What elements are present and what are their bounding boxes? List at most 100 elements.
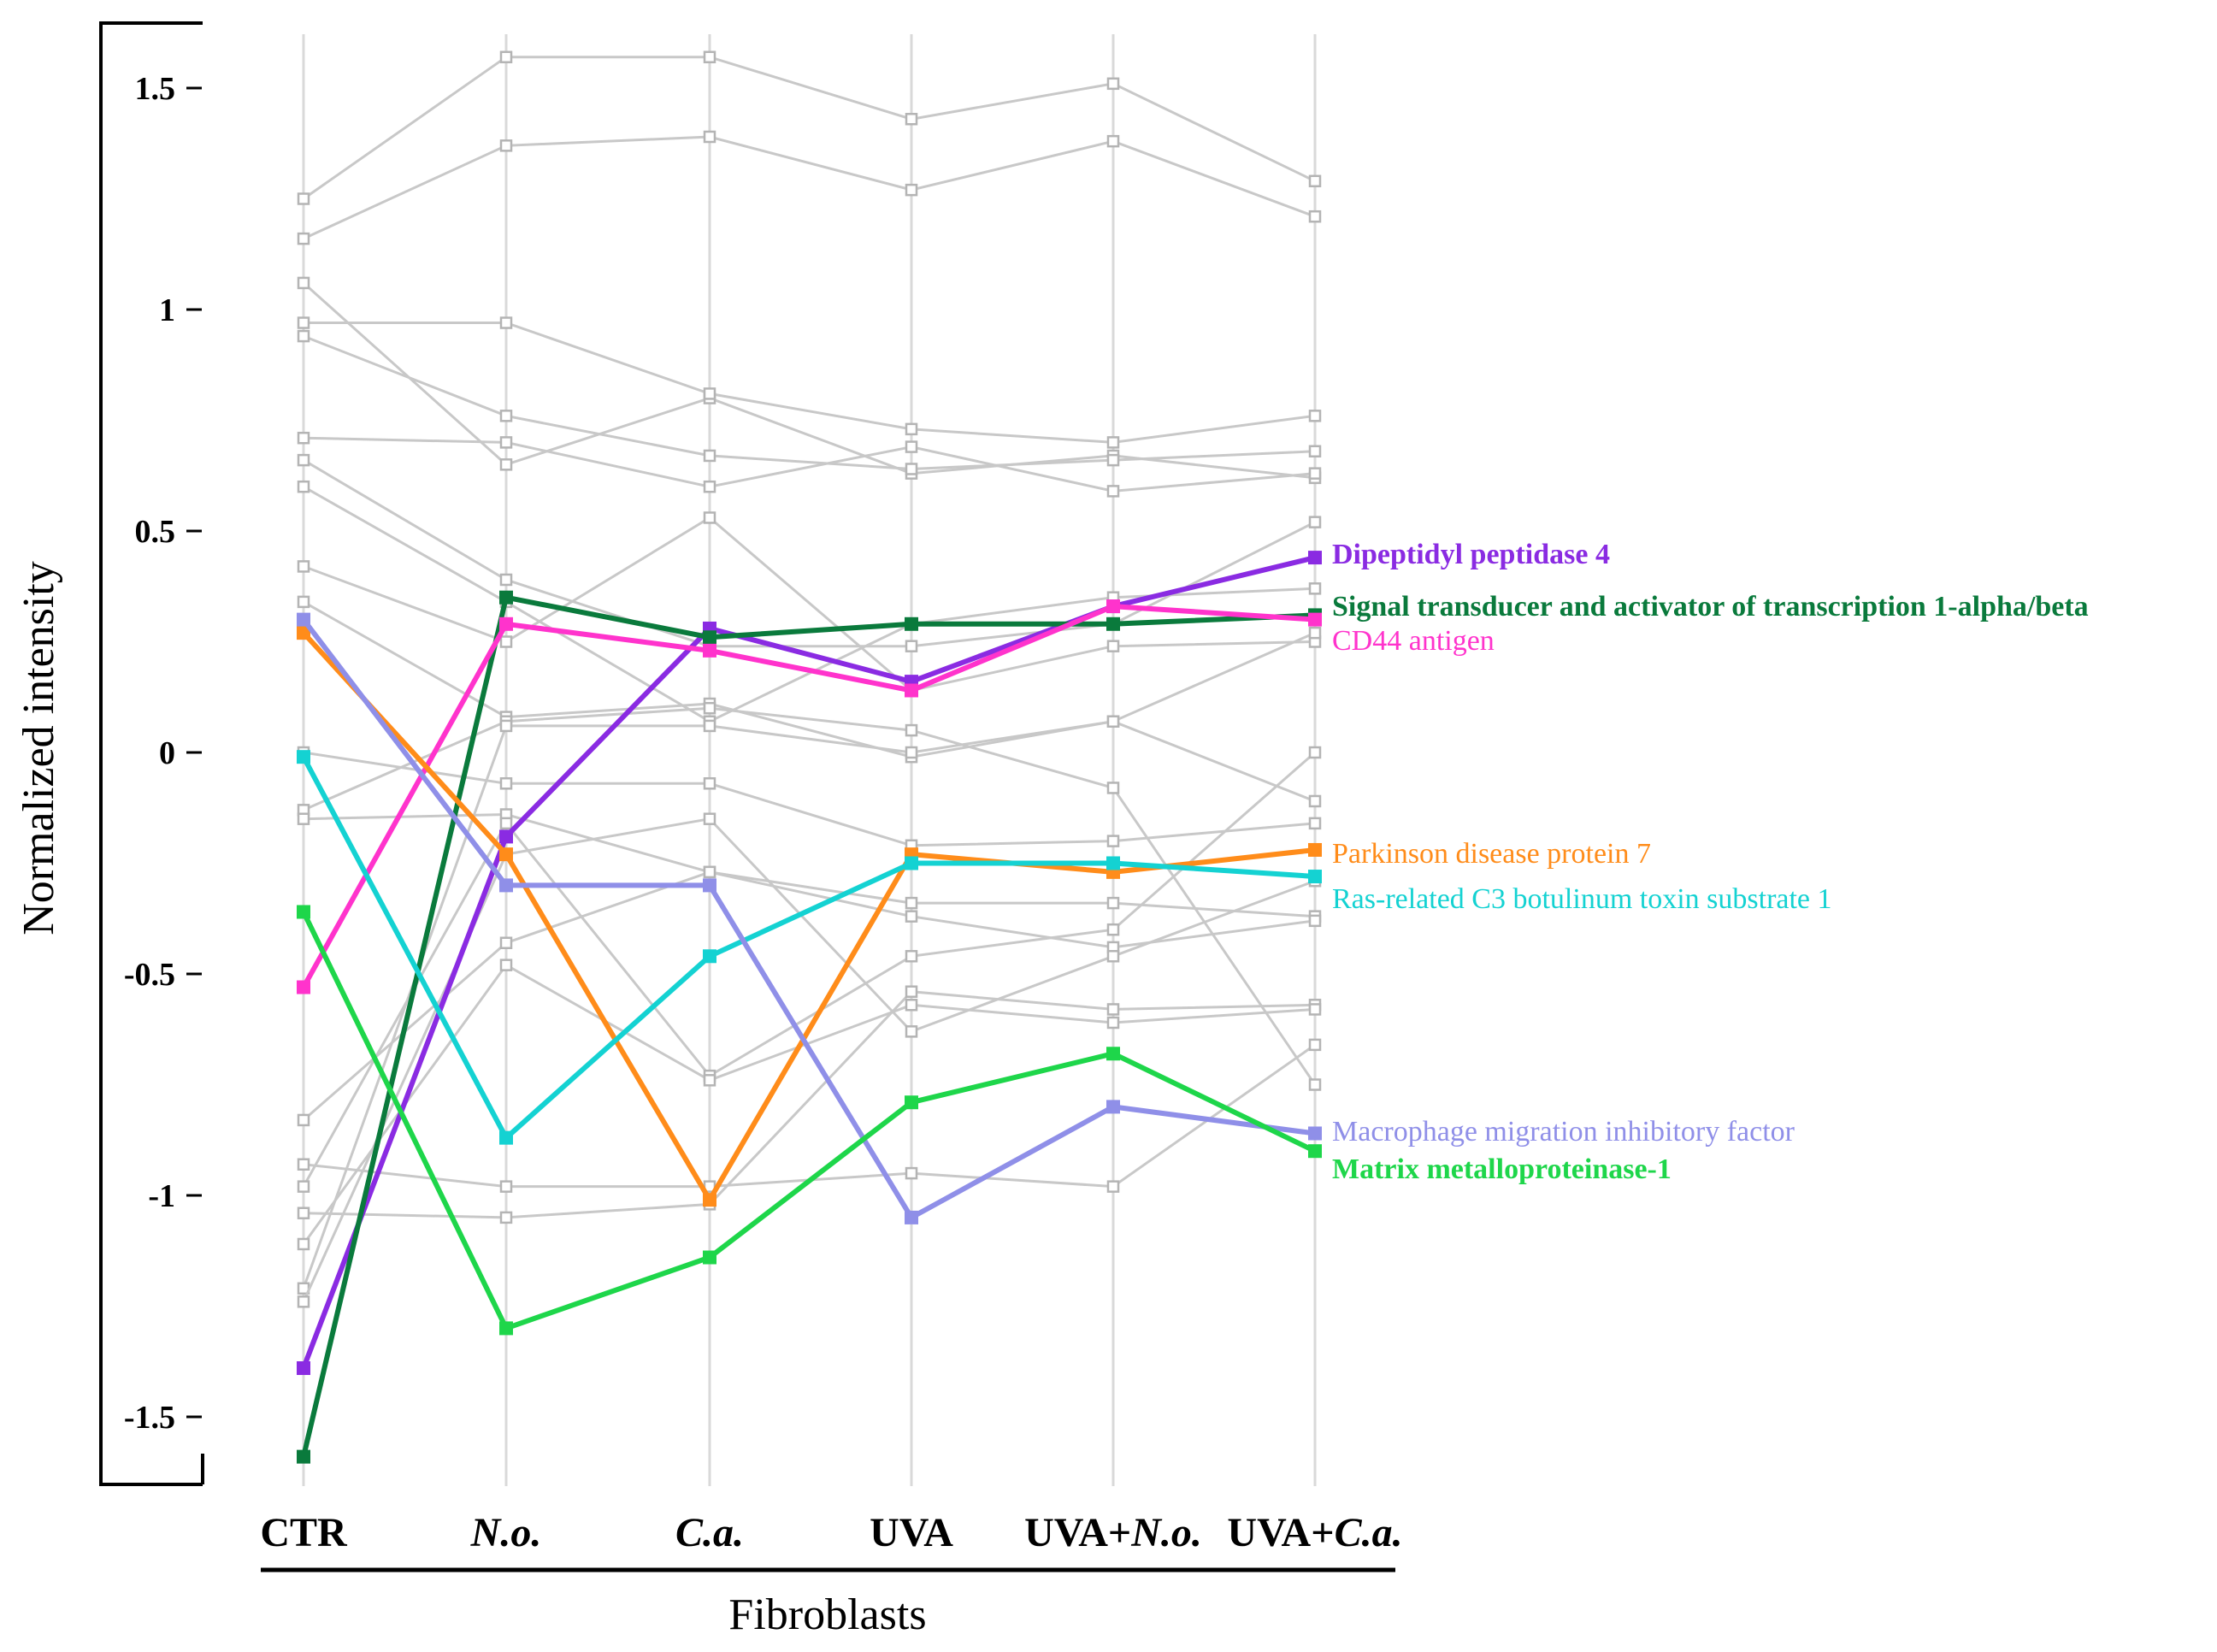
background-series-line [303, 334, 1316, 471]
background-data-point [905, 746, 918, 759]
background-data-point [297, 192, 310, 205]
x-tick-label: CTR [260, 1510, 348, 1555]
series-line [301, 604, 1316, 988]
background-data-point [905, 999, 918, 1012]
background-data-point [499, 936, 513, 949]
series-data-point [1308, 612, 1322, 627]
background-data-point [905, 950, 918, 963]
series-data-point [499, 847, 513, 862]
series-data-point [1106, 1047, 1120, 1061]
background-data-point [1106, 485, 1120, 498]
series-data-point [297, 1361, 310, 1376]
highlighted-series [297, 551, 1322, 1464]
x-tick-label: N.o. [470, 1510, 542, 1555]
series-line [301, 755, 1316, 1141]
background-data-point [499, 817, 513, 830]
x-axis: CTR N.o. C.a. UVA UVA+N.o. UVA+C.a. [260, 1510, 1403, 1572]
background-data-point [905, 463, 918, 475]
background-data-point [1308, 174, 1322, 188]
y-tick-label: 0 [159, 735, 175, 771]
background-data-point [703, 130, 716, 144]
background-data-point [1308, 914, 1322, 928]
series-data-point [499, 590, 513, 605]
x-tick-label: UVA+N.o. [1024, 1510, 1202, 1555]
background-data-point [1106, 1016, 1120, 1030]
background-data-point [905, 910, 918, 923]
background-data-point [1106, 950, 1120, 963]
series-line [301, 911, 1317, 1331]
background-data-point [1106, 835, 1120, 847]
series-data-point [297, 612, 310, 627]
background-series-line [302, 281, 1316, 480]
background-data-point [905, 183, 918, 197]
series-data-point [297, 905, 310, 919]
background-data-point [499, 50, 513, 63]
series-data-point [297, 1449, 310, 1464]
background-data-point [703, 719, 716, 733]
series-data-point [1106, 856, 1120, 870]
legend: Dipeptidyl peptidase 4 Signal transducer … [1332, 539, 2089, 1185]
background-data-point [297, 1113, 310, 1127]
background-data-point [905, 640, 918, 652]
series-data-point [297, 626, 310, 640]
x-tick-label: UVA [870, 1510, 953, 1555]
y-axis-label: Normalized intensity [15, 561, 63, 935]
background-data-point [1308, 626, 1322, 640]
series-data-point [1308, 1126, 1322, 1141]
background-data-point [1106, 453, 1120, 467]
background-data-point [703, 480, 716, 493]
background-data-point [703, 777, 716, 790]
series-line [301, 594, 1316, 1458]
background-data-point [297, 560, 310, 573]
background-data-point [499, 139, 513, 152]
background-data-point [1106, 134, 1120, 148]
background-series-line [303, 56, 1316, 200]
background-data-point [499, 316, 513, 329]
series-legend-label: Dipeptidyl peptidase 4 [1332, 539, 1610, 570]
background-data-point [297, 1237, 310, 1251]
series-line [301, 555, 1316, 1370]
background-series-line [302, 963, 1316, 1245]
background-data-point [905, 422, 918, 436]
background-series-line [303, 135, 1316, 240]
series-data-point [1308, 842, 1322, 857]
series-data-point [499, 1130, 513, 1145]
series-legend-label: Macrophage migration inhibitory factor [1332, 1116, 1795, 1148]
series-data-point [1308, 1144, 1322, 1159]
series-legend-label: Ras-related C3 botulinum toxin substrate… [1332, 883, 1832, 915]
background-data-point [499, 1180, 513, 1193]
series-data-point [1308, 551, 1322, 565]
background-data-point [905, 113, 918, 126]
background-data-point [499, 573, 513, 587]
series-legend-label: Parkinson disease protein 7 [1332, 838, 1651, 870]
background-data-point [1106, 77, 1120, 91]
y-tick-label: 0.5 [135, 514, 176, 550]
background-data-point [1106, 715, 1120, 728]
background-data-point [1308, 582, 1322, 595]
series-data-point [905, 617, 918, 631]
background-data-point [905, 1166, 918, 1180]
background-data-point [297, 812, 310, 825]
y-tick-label: -0.5 [124, 957, 175, 993]
background-data-point [499, 719, 513, 733]
series-data-point [499, 829, 513, 844]
background-data-point [703, 1074, 716, 1087]
background-data-point [297, 232, 310, 245]
vertical-gridlines [302, 34, 1317, 1486]
background-data-point [499, 436, 513, 449]
background-data-point [1308, 817, 1322, 830]
y-tick-label: -1 [148, 1178, 175, 1214]
series-data-point [499, 878, 513, 893]
y-tick-label: -1.5 [124, 1400, 175, 1436]
series-data-point [703, 949, 716, 964]
background-data-point [297, 276, 310, 290]
background-data-point [1308, 467, 1322, 480]
background-series-line [303, 516, 1316, 693]
background-data-point [905, 723, 918, 737]
series-data-point [297, 980, 310, 994]
series-data-point [905, 1095, 918, 1110]
background-data-point [297, 1207, 310, 1219]
background-data-point [1308, 746, 1322, 759]
background-data-point [703, 812, 716, 825]
